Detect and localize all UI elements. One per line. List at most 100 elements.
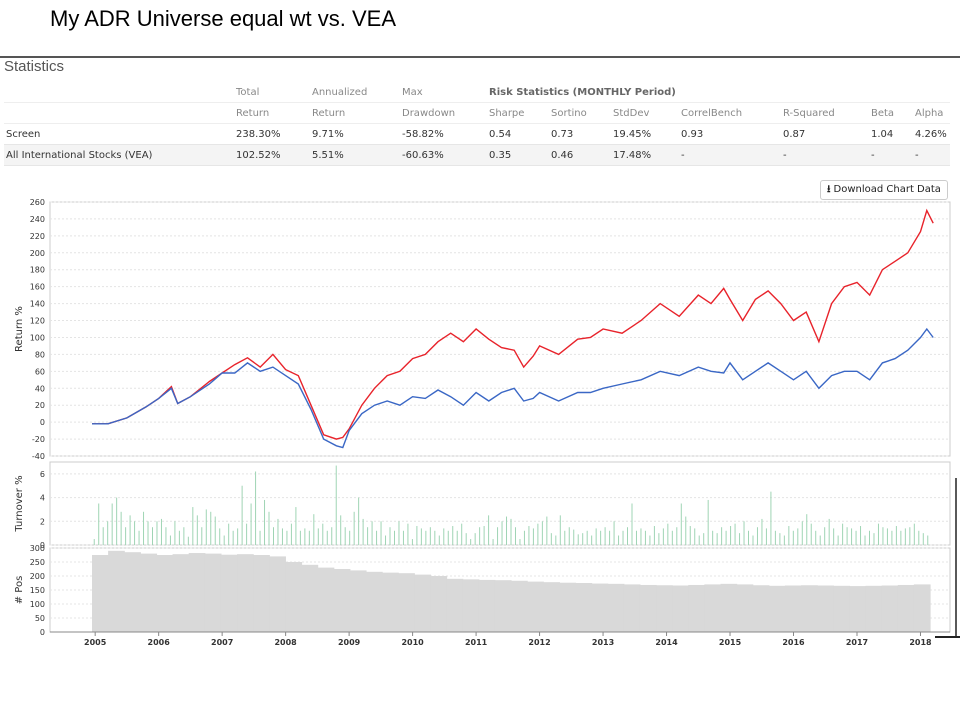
positions-bar — [784, 585, 802, 632]
cell-max-drawdown: -58.82% — [400, 123, 487, 145]
y-tick-label: 200 — [30, 249, 45, 258]
positions-bar — [881, 585, 899, 632]
positions-bar — [446, 578, 464, 632]
positions-bar — [430, 576, 448, 632]
y-tick-label: 60 — [35, 367, 45, 376]
positions-bar — [494, 580, 512, 632]
positions-bar — [639, 584, 657, 632]
x-tick-label: 2015 — [719, 638, 742, 647]
y-tick-label: 220 — [30, 232, 45, 241]
cell-annualized-return: 9.71% — [310, 123, 400, 145]
header-cell: StdDev — [611, 102, 679, 124]
y-tick-label: 100 — [30, 333, 45, 342]
header-cell — [4, 82, 234, 103]
cell-sortino: 0.46 — [549, 144, 611, 166]
header-cell: CorrelBench — [679, 102, 781, 124]
header-cell: Return — [234, 102, 310, 124]
positions-bar — [511, 580, 528, 632]
cell-rsquared: - — [781, 144, 869, 166]
cell-correlbench: - — [679, 144, 781, 166]
statistics-table: Total Annualized Max Risk Statistics (MO… — [4, 82, 950, 166]
cell-total-return: 102.52% — [234, 144, 310, 166]
y-tick-label: 0 — [40, 418, 45, 427]
positions-bar — [414, 574, 432, 632]
download-chart-data-button[interactable]: ⭳ Download Chart Data — [820, 180, 948, 200]
x-tick-label: 2009 — [338, 638, 361, 647]
x-tick-label: 2013 — [592, 638, 614, 647]
cell-alpha: - — [913, 144, 950, 166]
header-cell: Annualized — [310, 82, 400, 103]
positions-bar — [220, 554, 238, 632]
cell-max-drawdown: -60.63% — [400, 144, 487, 166]
y-tick-label: 2 — [40, 517, 45, 526]
positions-bar — [607, 583, 625, 632]
positions-bar — [672, 585, 689, 632]
positions-bar — [688, 584, 705, 632]
positions-bar — [801, 585, 818, 632]
positions-bar — [720, 583, 738, 632]
y-axis-label: # Pos — [14, 576, 25, 605]
positions-bar — [204, 553, 222, 632]
cell-sharpe: 0.54 — [487, 123, 549, 145]
y-tick-label: 200 — [30, 572, 45, 581]
positions-bar — [140, 553, 158, 632]
table-header-row-2: Return Return Drawdown Sharpe Sortino St… — [4, 102, 950, 124]
x-tick-label: 2014 — [655, 638, 678, 647]
y-tick-label: 120 — [30, 317, 45, 326]
header-cell: R-Squared — [781, 102, 869, 124]
positions-bar — [543, 582, 560, 632]
header-cell: Max — [400, 82, 487, 103]
positions-bar — [736, 584, 754, 632]
y-tick-label: 240 — [30, 215, 45, 224]
y-tick-label: 160 — [30, 283, 45, 292]
y-tick-label: 150 — [30, 586, 45, 595]
positions-bar — [349, 570, 367, 632]
positions-bar — [591, 583, 609, 632]
header-cell: Beta — [869, 102, 913, 124]
plot-area — [49, 201, 951, 457]
positions-bar — [833, 585, 851, 632]
y-axis-label: Return % — [14, 306, 25, 352]
positions-bar — [704, 584, 722, 632]
cell-annualized-return: 5.51% — [310, 144, 400, 166]
y-tick-label: 6 — [40, 470, 45, 479]
x-tick-label: 2005 — [84, 638, 107, 647]
table-header-row-1: Total Annualized Max Risk Statistics (MO… — [4, 82, 950, 103]
cell-stddev: 17.48% — [611, 144, 679, 166]
positions-bar — [317, 567, 335, 632]
cell-stddev: 19.45% — [611, 123, 679, 145]
positions-bar — [285, 562, 303, 632]
y-tick-label: 140 — [30, 300, 45, 309]
positions-bar — [92, 555, 109, 632]
x-tick-label: 2008 — [274, 638, 297, 647]
positions-bar — [188, 553, 206, 632]
y-tick-label: 4 — [40, 494, 45, 503]
risk-statistics-header: Risk Statistics (MONTHLY Period) — [487, 82, 950, 103]
y-tick-label: 0 — [40, 541, 45, 550]
positions-bar — [156, 555, 174, 632]
x-tick-label: 2007 — [211, 638, 233, 647]
y-tick-label: 40 — [35, 384, 45, 393]
positions-bar — [752, 585, 770, 632]
y-axis-label: Turnover % — [14, 475, 25, 532]
y-tick-label: 20 — [35, 401, 45, 410]
cell-beta: - — [869, 144, 913, 166]
positions-bar — [865, 585, 883, 632]
header-cell — [4, 102, 234, 124]
positions-bar — [559, 582, 577, 632]
cell-total-return: 238.30% — [234, 123, 310, 145]
positions-bar — [237, 554, 254, 632]
positions-bar — [172, 554, 190, 632]
positions-bar — [365, 571, 383, 632]
table-row: Screen 238.30% 9.71% -58.82% 0.54 0.73 1… — [4, 123, 950, 145]
positions-bar — [124, 552, 141, 632]
positions-bar — [333, 569, 351, 632]
slide-title: My ADR Universe equal wt vs. VEA — [50, 6, 397, 31]
positions-bar — [269, 556, 286, 632]
positions-bar — [817, 585, 834, 632]
y-tick-label: 80 — [35, 350, 45, 359]
table-row: All International Stocks (VEA) 102.52% 5… — [4, 144, 950, 166]
cell-beta: 1.04 — [869, 123, 913, 145]
benchmark-series-line — [92, 327, 934, 449]
